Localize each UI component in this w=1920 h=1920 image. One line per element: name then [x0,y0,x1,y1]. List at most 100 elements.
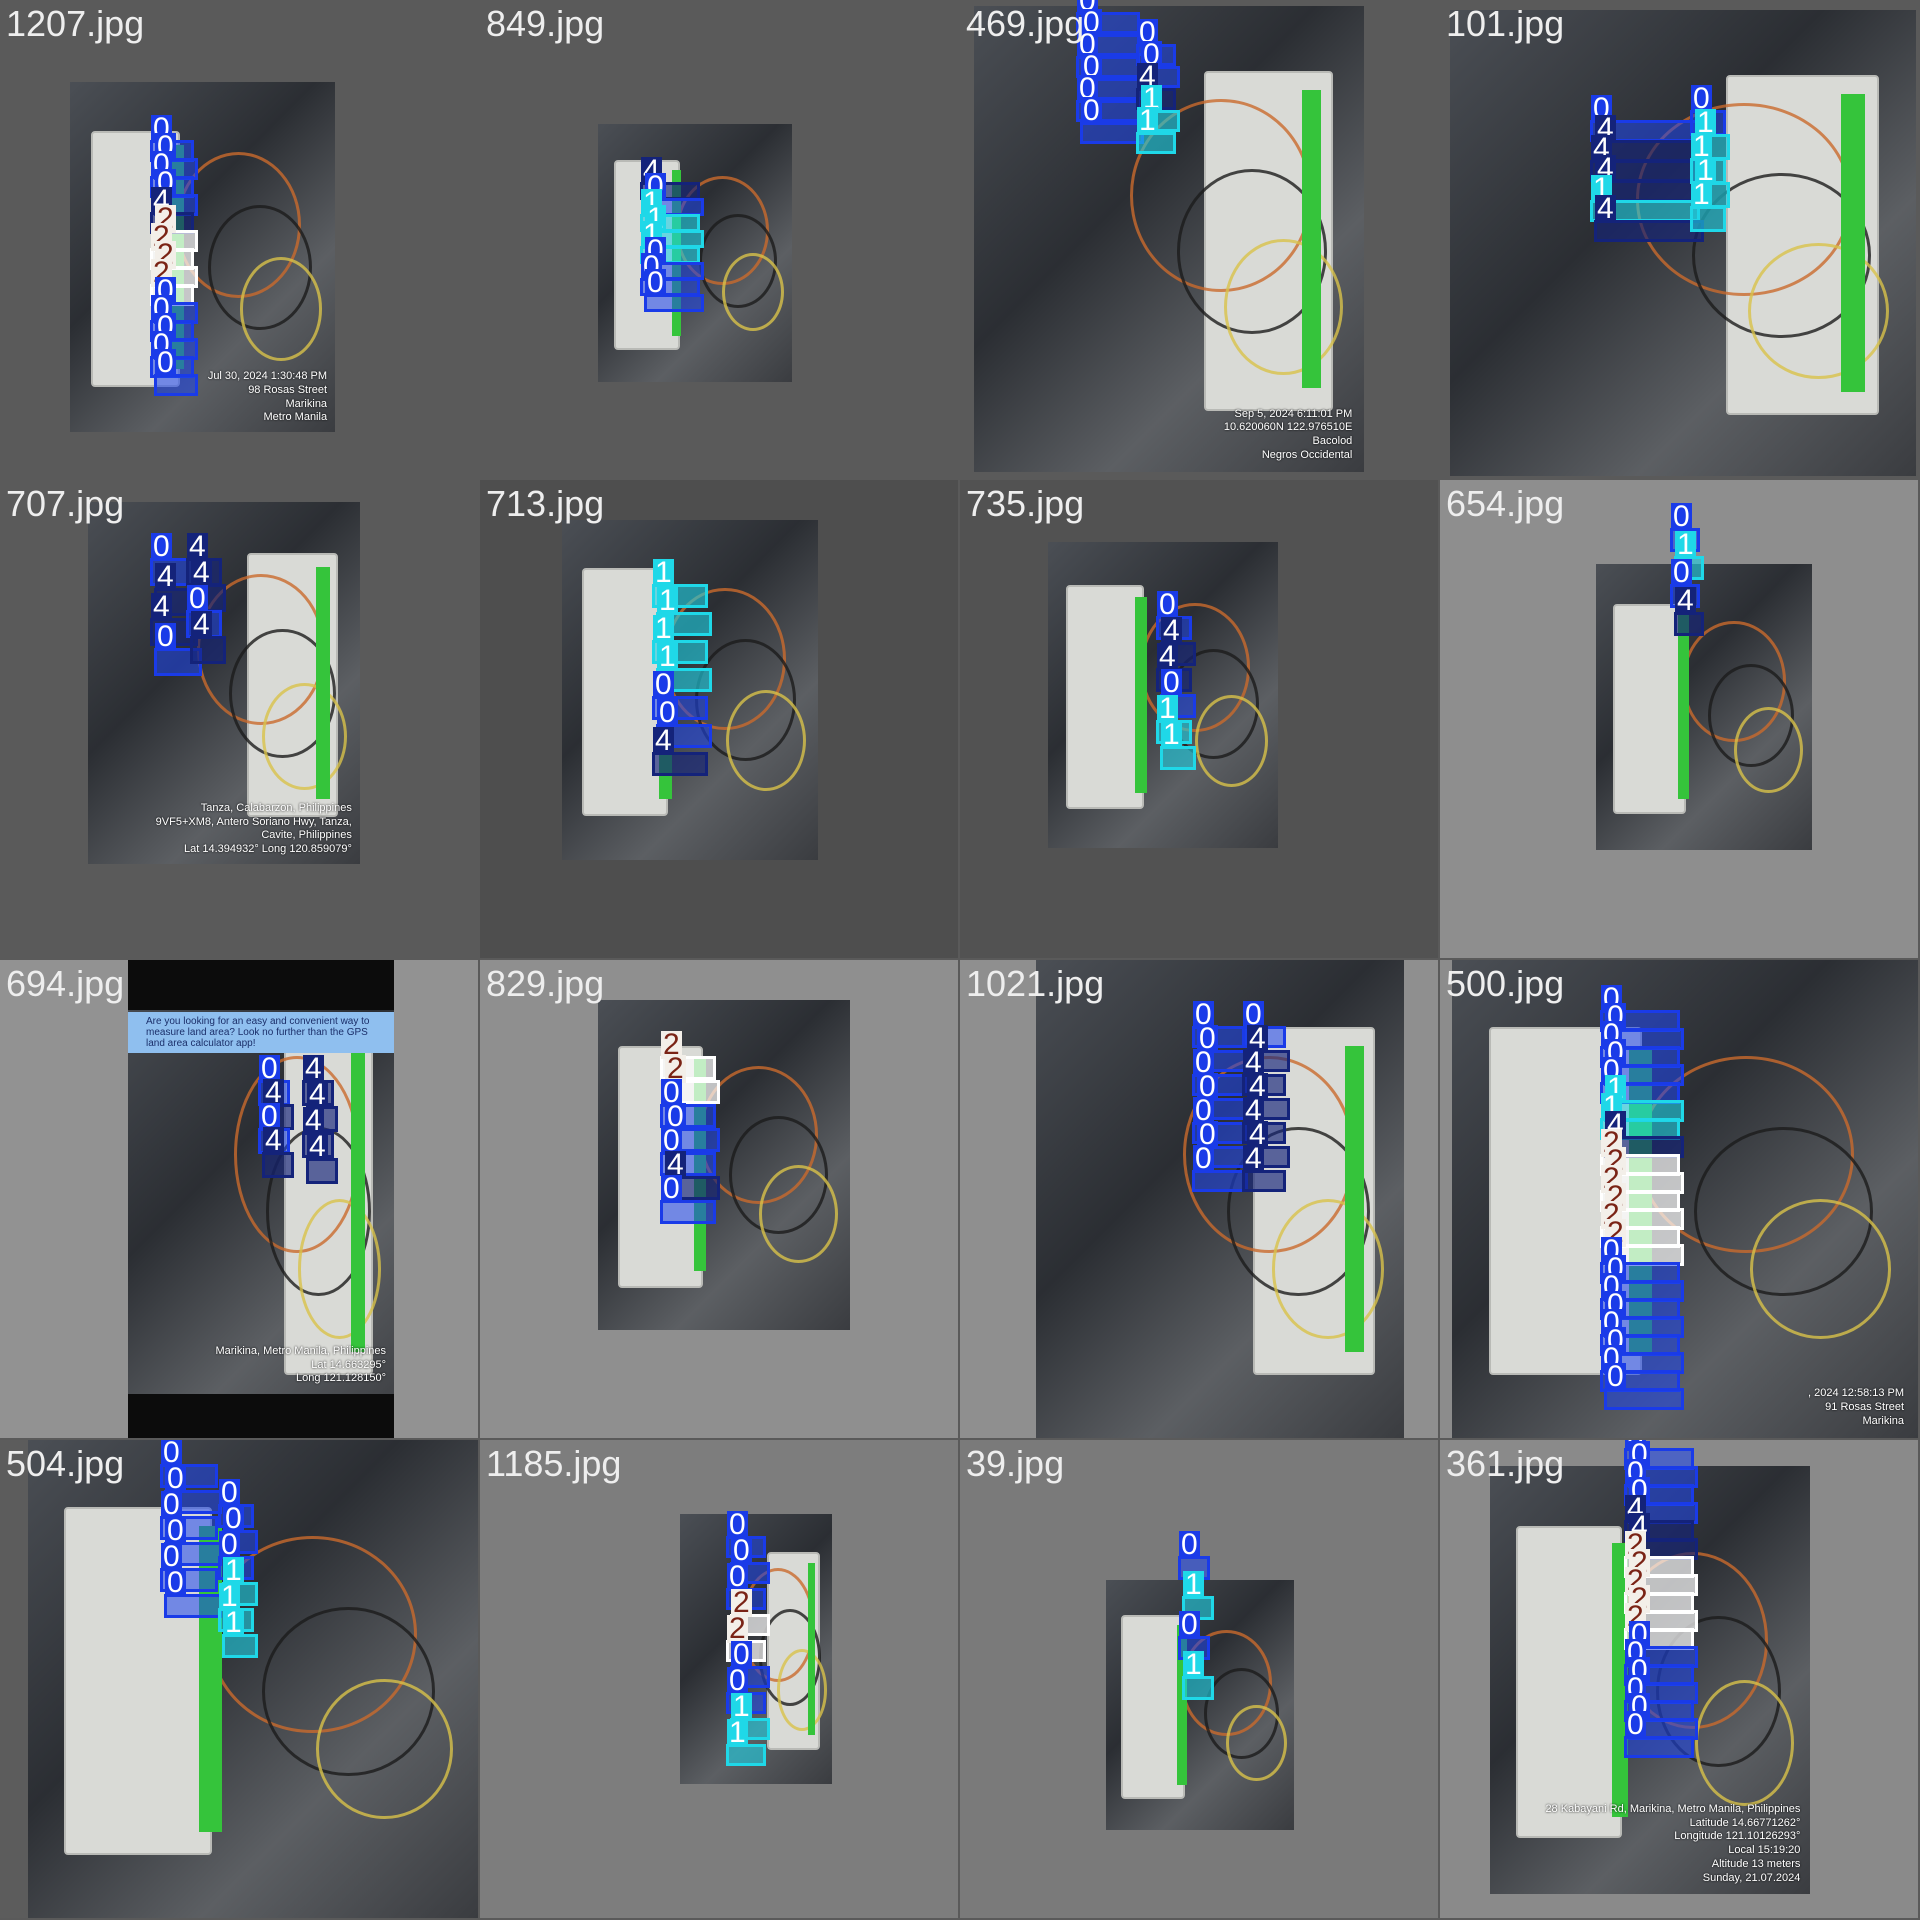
detection-class-label: 0 [259,1052,280,1085]
detection-box-class-0: 0 [1690,84,1726,136]
green-adapter-column [1177,1625,1187,1785]
detection-class-label: 1 [657,640,678,673]
detection-class-label: 1 [1691,178,1712,211]
detection-class-label: 0 [161,1488,182,1521]
detection-class-label: 0 [731,1638,752,1671]
gps-stamp-line: 10.620060N 122.976510E [1223,421,1353,434]
green-adapter-column [1678,615,1689,799]
gps-stamp-line: 98 Rosas Street [248,383,328,396]
detection-class-label: 0 [661,1124,682,1157]
detection-class-label: 0 [1141,38,1162,71]
detection-class-label: 0 [1081,6,1102,39]
detection-class-label: 4 [665,1148,686,1181]
gps-stamp-overlay: Tanza, Calabarzon, Philippines 9VF5+XM8, … [156,802,352,857]
tile-filename: 654.jpg [1446,483,1565,524]
detection-class-label: 4 [653,724,674,757]
detection-box-class-0: 0 [164,1568,222,1618]
detection-box-class-0: 0 [656,698,712,748]
detection-class-label: 1 [1183,1648,1204,1681]
detection-class-label: 0 [151,530,172,563]
tile-filename: 849.jpg [486,3,605,44]
image-tile: 849.jpg 4 0 1 1 1 0 0 0 [480,0,958,478]
detection-class-label: 0 [1077,72,1098,105]
tile-filename: 504.jpg [6,1443,125,1484]
detection-box-class-1: 1 [1690,180,1726,232]
fiber-cable [316,1679,453,1819]
fiber-cable [1694,1680,1794,1806]
detection-class-label: 1 [1183,1568,1204,1601]
gps-stamp-line: Marikina [1862,1414,1905,1427]
detection-class-label: 0 [1197,1022,1218,1055]
detection-class-label: 0 [665,1100,686,1133]
fiber-cable [722,253,785,332]
detection-box-class-4: 4 [1594,194,1704,242]
image-tile: 504.jpg 0 0 0 0 0 0 0 0 0 1 1 1 [0,1440,478,1918]
fiber-cable [759,1165,839,1264]
detection-box-class-1: 1 [1136,106,1176,154]
detection-class-label: 4 [1157,640,1178,673]
detection-box-class-0: 0 [154,348,198,396]
detection-class-label: 4 [303,1052,324,1085]
detection-class-label: 0 [1161,666,1182,699]
detection-box-class-4: 4 [190,610,226,664]
detection-class-label: 2 [727,1612,748,1645]
detection-class-label: 4 [191,556,212,589]
fiber-cable [1734,707,1803,794]
gps-stamp-line: 91 Rosas Street [1825,1400,1905,1413]
detection-box-class-4: 4 [262,1126,294,1178]
detection-box-class-0: 0 [218,1530,254,1580]
detection-class-label: 0 [1193,1094,1214,1127]
tile-filename: 500.jpg [1446,963,1565,1004]
fiber-box-photo [598,1000,850,1330]
gps-stamp-line: Marikina [285,397,328,410]
fiber-cable [777,1649,828,1731]
camera-toolbar[interactable] [128,960,394,1010]
detection-class-label: 4 [1161,614,1182,647]
image-tile: 361.jpg 28 Kabayani Rd, Marikina, Metro M… [1440,1440,1918,1918]
green-adapter-column [1841,93,1865,393]
fiber-cable [1750,1199,1892,1339]
detection-class-label: 0 [727,1560,748,1593]
image-tile: 735.jpg 0 4 4 0 1 1 [960,480,1438,958]
detection-box-class-1: 1 [1182,1650,1214,1700]
detection-class-label: 4 [1247,1022,1268,1055]
image-tile: 1185.jpg 0 0 0 2 2 0 0 1 1 [480,1440,958,1918]
detection-class-label: 0 [161,1540,182,1573]
detection-class-label: 1 [1695,106,1716,139]
detection-class-label: 0 [219,1476,240,1509]
detection-class-label: 0 [657,696,678,729]
detection-class-label: 4 [263,1124,284,1157]
detection-class-label: 0 [1605,1360,1626,1393]
tile-filename: 713.jpg [486,483,605,524]
detection-class-label: 0 [653,668,674,701]
green-adapter-column [351,1046,365,1352]
detection-class-label: 4 [307,1078,328,1111]
detection-class-label: 0 [727,1664,748,1697]
detection-class-label: 0 [661,1076,682,1109]
camera-bottom-bar[interactable] [128,1394,394,1438]
detection-class-label: 0 [1179,1528,1200,1561]
image-tile: 829.jpg 2 2 0 0 0 4 0 [480,960,958,1438]
detection-box-class-0: 0 [652,670,708,720]
fiber-box-photo [1596,564,1812,850]
detection-box-class-1: 1 [726,1718,766,1766]
gps-stamp-line: Local 15:19:20 [1728,1844,1801,1857]
detection-class-label: 1 [1695,154,1716,187]
detection-box-class-4: 4 [1242,1144,1286,1192]
detection-class-label: 0 [165,1566,186,1599]
image-tile: 707.jpg Tanza, Calabarzon, Philippines 9VF… [0,480,478,958]
promo-banner[interactable]: Are you looking for an easy and convenie… [128,1012,394,1053]
detection-class-label: 0 [1077,28,1098,61]
tile-filename: 1207.jpg [6,3,145,44]
detection-class-label: 0 [1081,50,1102,83]
green-adapter-column [316,567,331,799]
image-tile: 500.jpg , 2024 12:58:13 PM 91 Rosas Street… [1440,960,1918,1438]
image-tile: 1207.jpg Jul 30, 2024 1:30:48 PM 98 Rosas … [0,0,478,478]
fiber-cable [1226,1705,1287,1781]
fiber-box-photo [28,1440,478,1918]
fiber-cable [239,257,323,361]
detection-box-class-0: 0 [1080,96,1144,144]
gps-stamp-line: Latitude 14.66771262° [1689,1816,1801,1829]
detection-class-label: 1 [1141,82,1162,115]
